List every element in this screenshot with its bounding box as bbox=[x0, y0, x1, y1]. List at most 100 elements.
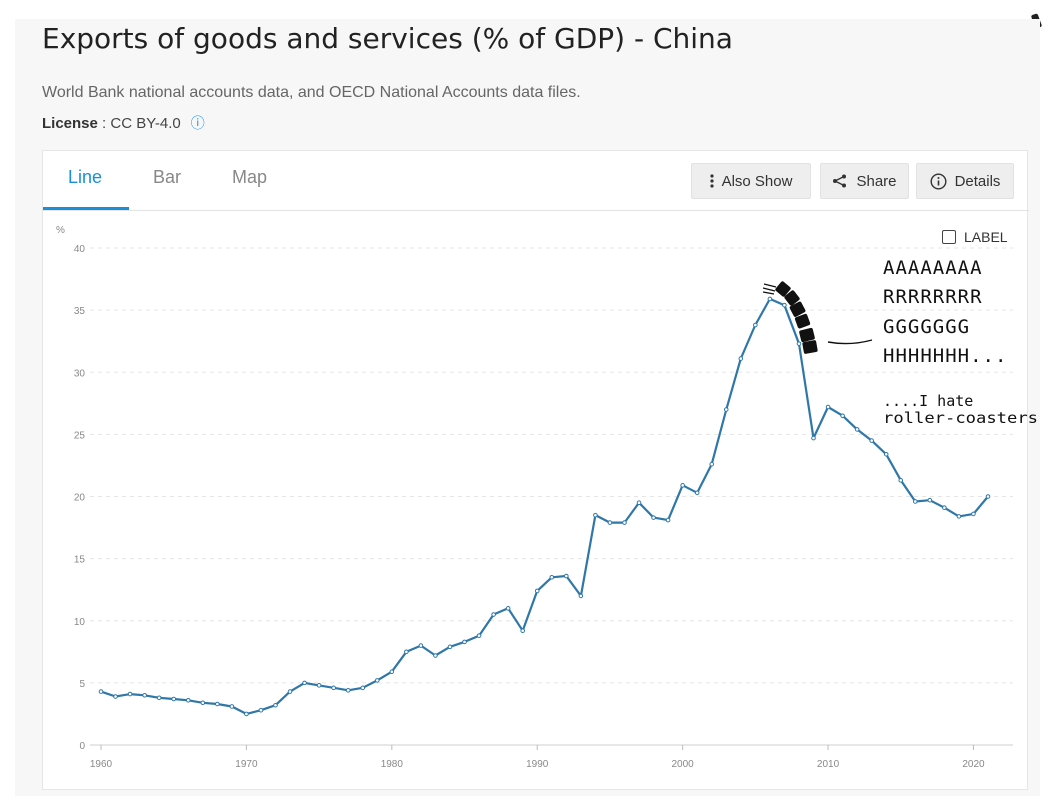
data-point[interactable] bbox=[694, 490, 700, 496]
x-tick-label: 1990 bbox=[526, 759, 549, 770]
data-point[interactable] bbox=[854, 427, 860, 432]
data-point[interactable] bbox=[651, 515, 656, 520]
speech-pointer bbox=[827, 339, 873, 345]
data-point[interactable] bbox=[825, 404, 831, 410]
share-label: Share bbox=[856, 172, 897, 190]
data-point[interactable] bbox=[360, 685, 366, 691]
data-point[interactable] bbox=[840, 413, 845, 419]
data-point[interactable] bbox=[869, 438, 874, 443]
data-point[interactable] bbox=[374, 678, 380, 683]
data-point[interactable] bbox=[985, 494, 991, 499]
y-axis-unit: % bbox=[56, 225, 65, 236]
scream-line-1: AAAAAAAA bbox=[883, 257, 983, 279]
data-point[interactable] bbox=[447, 644, 453, 650]
info-icon[interactable]: ⓘ bbox=[190, 115, 205, 131]
data-point[interactable] bbox=[258, 707, 264, 713]
data-point[interactable] bbox=[185, 697, 191, 703]
data-point[interactable] bbox=[782, 302, 787, 308]
also-show-label: Also Show bbox=[721, 172, 793, 190]
y-tick-label: 10 bbox=[74, 617, 86, 628]
label-checkbox[interactable] bbox=[942, 230, 956, 244]
license-line: License : CC BY-4.0 ⓘ bbox=[42, 113, 205, 133]
x-axis-ticks: 1960 1970 1980 1990 2000 2010 2020 bbox=[90, 745, 985, 770]
data-point[interactable] bbox=[927, 497, 933, 503]
data-point[interactable] bbox=[404, 649, 409, 655]
data-point[interactable] bbox=[709, 461, 715, 467]
speed-lines bbox=[762, 283, 777, 295]
data-point[interactable] bbox=[302, 680, 307, 686]
data-point[interactable] bbox=[171, 696, 177, 702]
data-point[interactable] bbox=[476, 633, 482, 638]
data-point[interactable] bbox=[345, 688, 351, 693]
label-toggle-text: LABEL bbox=[964, 229, 1008, 245]
scream-line-2: RRRRRRRR bbox=[883, 286, 983, 308]
data-point[interactable] bbox=[680, 483, 685, 488]
data-point[interactable] bbox=[942, 505, 947, 510]
data-point[interactable] bbox=[331, 685, 336, 691]
data-point[interactable] bbox=[767, 296, 773, 302]
data-point[interactable] bbox=[520, 628, 525, 633]
scream-line-3: GGGGGGG bbox=[883, 316, 970, 338]
data-point[interactable] bbox=[738, 356, 744, 361]
tab-map[interactable]: Map bbox=[232, 167, 268, 187]
data-point[interactable] bbox=[665, 517, 671, 523]
data-point[interactable] bbox=[273, 702, 278, 708]
data-point[interactable] bbox=[433, 653, 438, 658]
tab-line[interactable]: Line bbox=[68, 167, 103, 187]
details-label: Details bbox=[954, 172, 1001, 190]
data-point[interactable] bbox=[811, 435, 816, 441]
data-point[interactable] bbox=[505, 606, 511, 611]
data-point[interactable] bbox=[971, 511, 976, 517]
chart-card: Line Bar Map Also Show Share Details bbox=[42, 150, 1029, 790]
data-point[interactable] bbox=[244, 711, 249, 717]
data-point[interactable] bbox=[462, 639, 467, 645]
y-tick-label: 40 bbox=[74, 244, 86, 255]
data-point[interactable] bbox=[607, 520, 613, 525]
y-tick-label: 0 bbox=[79, 741, 85, 752]
tab-bar[interactable]: Bar bbox=[153, 167, 182, 187]
roller-coaster-drawing bbox=[762, 281, 873, 354]
data-point[interactable] bbox=[883, 451, 889, 457]
data-point[interactable] bbox=[898, 478, 904, 483]
x-tick-label: 2010 bbox=[817, 759, 840, 770]
share-button[interactable]: Share bbox=[820, 163, 909, 199]
data-point[interactable] bbox=[156, 695, 162, 701]
data-points bbox=[98, 296, 991, 717]
data-point[interactable] bbox=[229, 704, 235, 709]
data-point[interactable] bbox=[127, 691, 133, 697]
data-point[interactable] bbox=[622, 520, 627, 525]
data-point[interactable] bbox=[578, 593, 584, 599]
data-point[interactable] bbox=[534, 588, 540, 594]
grid-lines bbox=[90, 247, 1013, 746]
y-tick-label: 30 bbox=[74, 368, 86, 379]
data-point[interactable] bbox=[912, 499, 918, 504]
also-show-button[interactable]: Also Show bbox=[691, 163, 811, 199]
y-tick-label: 20 bbox=[74, 493, 86, 504]
x-tick-label: 1980 bbox=[381, 759, 404, 770]
y-tick-label: 35 bbox=[74, 306, 86, 317]
details-button[interactable]: Details bbox=[916, 163, 1014, 199]
data-point[interactable] bbox=[753, 322, 758, 328]
data-point[interactable] bbox=[287, 689, 293, 694]
data-point[interactable] bbox=[316, 683, 322, 688]
data-point[interactable] bbox=[98, 689, 104, 694]
data-point[interactable] bbox=[200, 700, 206, 706]
kebab-icon bbox=[709, 174, 714, 188]
data-point[interactable] bbox=[491, 612, 496, 617]
data-point[interactable] bbox=[564, 573, 569, 579]
data-point[interactable] bbox=[723, 407, 729, 412]
data-point[interactable] bbox=[418, 643, 424, 648]
data-point[interactable] bbox=[549, 574, 555, 580]
license-separator: : bbox=[97, 115, 111, 132]
data-point[interactable] bbox=[142, 693, 147, 698]
top-edge bbox=[0, 0, 1064, 19]
aside-line-1: ....I hate bbox=[883, 392, 973, 410]
data-point[interactable] bbox=[593, 512, 598, 518]
data-point[interactable] bbox=[796, 341, 802, 346]
data-point[interactable] bbox=[636, 500, 642, 506]
data-point[interactable] bbox=[215, 701, 220, 707]
data-point[interactable] bbox=[956, 514, 962, 519]
data-point[interactable] bbox=[113, 694, 118, 699]
data-point[interactable] bbox=[389, 669, 395, 674]
label-toggle[interactable]: LABEL bbox=[942, 229, 1008, 245]
